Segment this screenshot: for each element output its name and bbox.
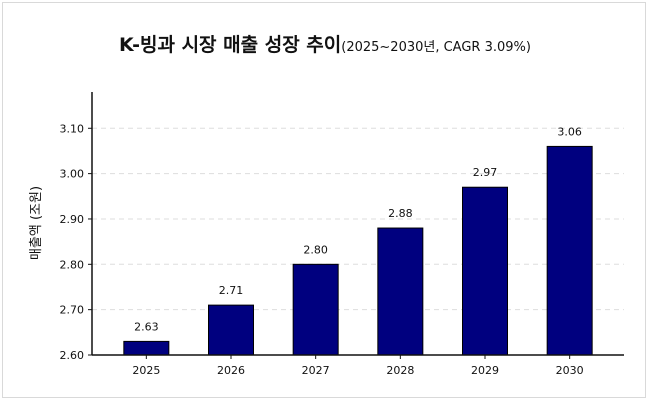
bar-2025 xyxy=(124,341,169,355)
bar-2028 xyxy=(378,228,423,355)
data-label: 2.88 xyxy=(388,207,413,220)
y-tick-label: 3.00 xyxy=(60,168,85,181)
y-ticks: 2.60 2.70 2.80 2.90 3.00 3.10 xyxy=(60,122,93,362)
x-tick-label: 2029 xyxy=(471,364,499,377)
data-label: 3.06 xyxy=(557,125,582,138)
x-ticks: 2025 2026 2027 2028 2029 2030 xyxy=(132,355,583,377)
x-tick-label: 2030 xyxy=(556,364,584,377)
x-tick-label: 2027 xyxy=(302,364,330,377)
y-tick-label: 2.90 xyxy=(60,213,85,226)
data-label: 2.71 xyxy=(219,284,244,297)
data-label: 2.80 xyxy=(303,243,328,256)
bar-2027 xyxy=(293,264,338,355)
y-tick-label: 2.80 xyxy=(60,258,85,271)
bar-2026 xyxy=(209,305,254,355)
grid-lines xyxy=(92,128,624,309)
bars xyxy=(124,146,592,355)
y-tick-label: 2.60 xyxy=(60,349,85,362)
data-label: 2.63 xyxy=(134,320,159,333)
axes xyxy=(92,92,624,355)
y-axis-label: 매출액 (조원) xyxy=(29,186,44,260)
y-tick-label: 2.70 xyxy=(60,304,85,317)
data-labels: 2.63 2.71 2.80 2.88 2.97 3.06 xyxy=(134,125,582,333)
x-tick-label: 2028 xyxy=(386,364,414,377)
bar-2030 xyxy=(547,146,592,355)
bar-2029 xyxy=(463,187,508,355)
x-tick-label: 2026 xyxy=(217,364,245,377)
data-label: 2.97 xyxy=(473,166,498,179)
y-tick-label: 3.10 xyxy=(60,122,85,135)
x-tick-label: 2025 xyxy=(132,364,160,377)
